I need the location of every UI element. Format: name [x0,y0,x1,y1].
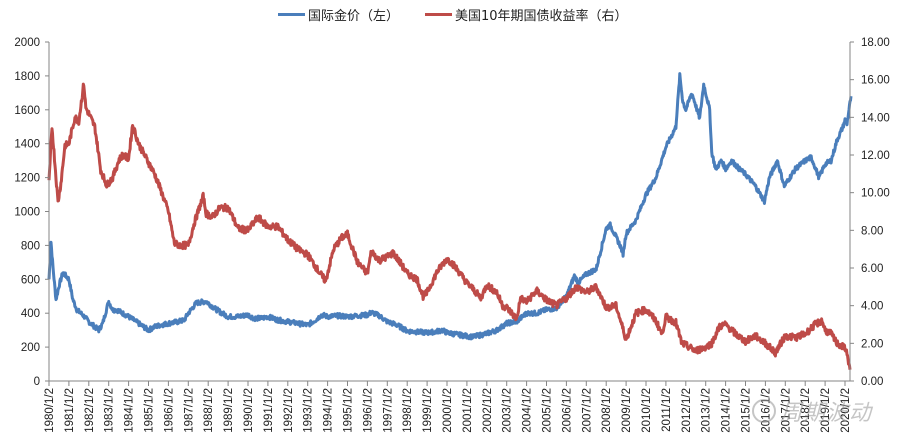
x-axis-tick-label: 2008/1/2 [601,388,613,433]
left-axis-tick-label: 200 [21,342,40,354]
wechat-icon [752,399,776,423]
chart-legend: 国际金价（左） 美国10年期国债收益率（右） [0,5,901,25]
x-axis-tick-label: 2005/1/2 [542,388,554,433]
left-axis-tick-label: 1800 [14,71,40,83]
left-axis-tick-label: 800 [21,240,40,252]
right-axis-tick-label: 16.00 [861,75,890,87]
x-axis-tick-label: 1999/1/2 [422,388,434,433]
legend-swatch-gold [278,13,305,16]
x-axis-tick-label: 2007/1/2 [581,388,593,433]
x-axis-tick-label: 1983/1/2 [104,388,116,433]
left-axis-tick-label: 0 [34,376,40,388]
x-axis-tick-label: 2006/1/2 [561,388,573,433]
left-axis-tick-label: 1200 [14,173,40,185]
left-axis-tick-label: 1000 [14,207,40,219]
legend-label-gold: 国际金价（左） [308,9,400,24]
legend-label-treasury: 美国10年期国债收益率（右） [455,9,628,24]
right-axis-tick-label: 6.00 [861,263,883,275]
right-axis-tick-label: 12.00 [861,150,890,162]
x-axis-tick-label: 2003/1/2 [502,388,514,433]
x-axis-tick-label: 1992/1/2 [283,388,295,433]
right-axis-tick-label: 0.00 [861,376,883,388]
x-axis-tick-label: 1991/1/2 [263,388,275,433]
x-axis-tick-label: 2020/1/2 [840,388,852,433]
x-axis-tick-label: 1993/1/2 [303,388,315,433]
left-axis-tick-label: 2000 [14,37,40,49]
right-axis-tick-label: 14.00 [861,112,890,124]
left-y-axis: 0 200 400 600 800 1000 1200 1400 1600 1800 2000 [14,37,50,388]
legend-item-gold: 国际金价（左） [278,5,399,24]
left-axis-tick-label: 1400 [14,139,40,151]
x-axis-tick-label: 2012/1/2 [681,388,693,433]
x-axis-tick-label: 2000/1/2 [442,388,454,433]
x-axis-tick-label: 2017/1/2 [780,388,792,433]
x-axis-tick-label: 1981/1/2 [64,388,76,433]
left-axis-tick-label: 400 [21,308,40,320]
x-axis-tick-label: 1989/1/2 [223,388,235,433]
x-axis-tick-label: 1994/1/2 [323,388,335,433]
legend-item-treasury: 美国10年期国债收益率（右） [425,5,628,24]
x-axis-tick-label: 2018/1/2 [800,388,812,433]
left-axis-tick-label: 1600 [14,105,40,117]
right-axis-tick-label: 4.00 [861,301,883,313]
right-axis-tick-label: 2.00 [861,338,883,350]
x-axis-tick-label: 2011/1/2 [661,388,673,432]
x-axis-tick-label: 2013/1/2 [701,388,713,433]
x-axis-tick-label: 1987/1/2 [183,388,195,433]
x-axis-tick-label: 1997/1/2 [382,388,394,433]
right-y-axis: 0.00 2.00 4.00 6.00 8.00 10.00 12.00 14.00 16.00… [849,37,890,388]
x-axis-tick-label: 1982/1/2 [84,388,96,433]
x-axis-tick-label: 2004/1/2 [522,388,534,433]
x-axis-tick-label: 1996/1/2 [362,388,374,433]
right-axis-tick-label: 18.00 [861,37,890,49]
right-axis-tick-label: 8.00 [861,225,883,237]
watermark-text: 周期波动 [780,401,873,426]
x-axis-tick-label: 2010/1/2 [641,388,653,433]
x-axis: 1980/1/2 1981/1/2 1982/1/2 1983/1/2 1984/1/2… [44,380,852,433]
x-axis-tick-label: 2002/1/2 [482,388,494,433]
x-axis-tick-label: 1998/1/2 [402,388,414,433]
x-axis-tick-label: 1984/1/2 [124,388,136,433]
treasury-yield-line [47,82,852,370]
x-axis-tick-label: 2014/1/2 [721,388,733,433]
x-axis-tick-label: 2001/1/2 [462,388,474,433]
watermark: 周期波动 [752,395,872,427]
gold-price-line [47,72,853,341]
plot-area [47,72,853,370]
x-axis-tick-label: 1986/1/2 [163,388,175,433]
left-axis-tick-label: 600 [21,274,40,286]
x-axis-tick-label: 1995/1/2 [343,388,355,433]
x-axis-tick-label: 1988/1/2 [203,388,215,433]
legend-swatch-treasury [425,13,452,16]
x-axis-tick-label: 1990/1/2 [243,388,255,433]
x-axis-tick-label: 1985/1/2 [144,388,156,433]
x-axis-tick-label: 2019/1/2 [820,388,832,433]
x-axis-tick-label: 1980/1/2 [44,388,56,433]
right-axis-tick-label: 10.00 [861,188,890,200]
x-axis-tick-label: 2015/1/2 [741,388,753,433]
x-axis-tick-label: 2009/1/2 [621,388,633,433]
